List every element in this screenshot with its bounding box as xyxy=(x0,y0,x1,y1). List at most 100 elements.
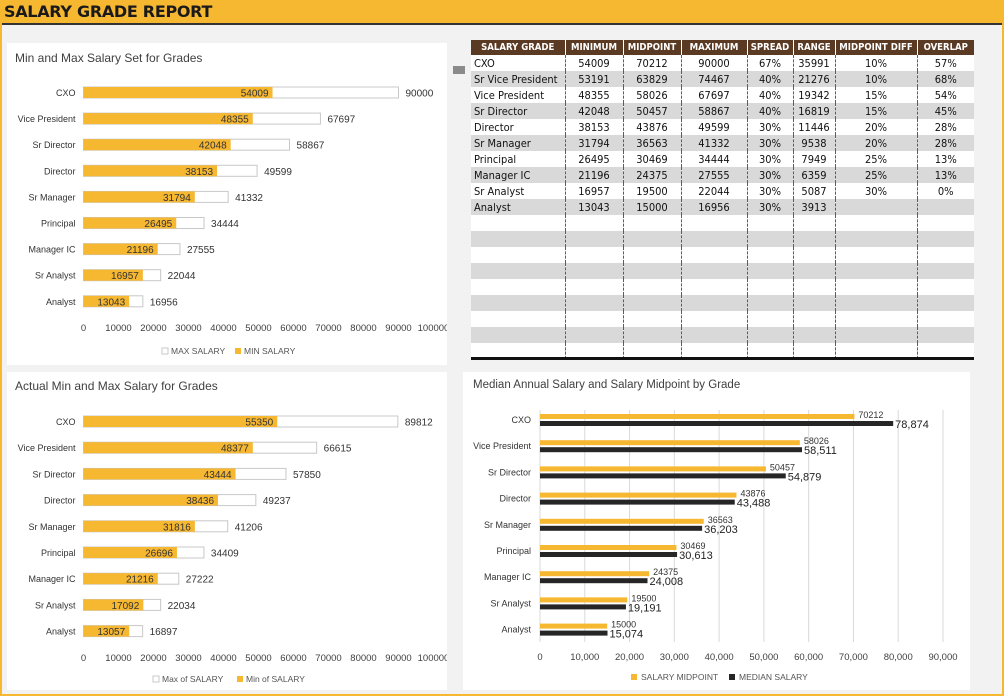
median-data-label: 78,874 xyxy=(895,419,929,431)
x-tick-label: 70,000 xyxy=(839,652,868,663)
legend-label-max: Max of SALARY xyxy=(162,674,224,684)
table-cell xyxy=(835,295,918,311)
table-row: CXO 54009 70212 90000 67% 35991 10% 57% xyxy=(471,55,974,71)
chart-title: Actual Min and Max Salary for Grades xyxy=(15,379,218,393)
table-cell: 28% xyxy=(917,135,974,151)
table-cell xyxy=(623,215,682,231)
min-data-label: 16957 xyxy=(111,271,139,282)
table-cell xyxy=(835,263,918,279)
frame-left xyxy=(0,23,2,696)
table-cell: 16957 xyxy=(565,183,624,199)
max-data-label: 57850 xyxy=(293,470,321,481)
table-column-header: MIDPOINT xyxy=(623,40,682,55)
table-cell: 67% xyxy=(747,55,794,71)
table-row: Manager IC 21196 24375 27555 30% 6359 25% 13% xyxy=(471,167,974,183)
table-cell xyxy=(471,247,566,263)
table-row: Director 38153 43876 49599 30% 11446 20% 28% xyxy=(471,119,974,135)
category-label: Vice President xyxy=(18,114,76,124)
x-tick-label: 90000 xyxy=(385,323,411,334)
x-tick-label: 0 xyxy=(81,323,86,334)
min-bar xyxy=(83,468,236,480)
category-label: Director xyxy=(44,496,76,506)
table-cell: 48355 xyxy=(565,87,624,103)
table-cell: Manager IC xyxy=(471,167,566,183)
table-cell xyxy=(747,343,794,359)
min-bar xyxy=(83,295,130,307)
median-data-label: 30,613 xyxy=(679,550,713,562)
min-bar xyxy=(83,113,253,125)
table-cell xyxy=(471,311,566,327)
min-bar xyxy=(83,416,278,427)
table-cell xyxy=(917,327,974,343)
table-row: Sr Analyst 16957 19500 22044 30% 5087 30% 0% xyxy=(471,183,974,199)
min-data-label: 48355 xyxy=(221,115,249,126)
midpoint-data-label: 50457 xyxy=(770,462,795,472)
salary-grade-table-panel: SALARY GRADE MINIMUM MIDPOINT MAXIMUM SPREAD… xyxy=(471,40,974,360)
table-cell xyxy=(917,247,974,263)
table-cell: Analyst xyxy=(471,199,566,215)
table-cell: 30% xyxy=(747,151,794,167)
table-cell: 30% xyxy=(747,183,794,199)
table-cell xyxy=(793,215,836,231)
table-cell: 74467 xyxy=(681,71,748,87)
table-empty-row xyxy=(471,343,974,359)
median-bar xyxy=(540,525,703,531)
x-tick-label: 60000 xyxy=(280,653,306,664)
midpoint-data-label: 30469 xyxy=(680,541,705,551)
x-tick-label: 0 xyxy=(537,652,542,663)
min-bar xyxy=(83,243,158,255)
table-cell xyxy=(471,263,566,279)
table-cell: 63829 xyxy=(623,71,682,87)
table-cell xyxy=(835,215,918,231)
median-bar xyxy=(540,630,608,636)
table-cell: 22044 xyxy=(681,183,748,199)
x-tick-label: 0 xyxy=(81,653,86,664)
category-label: Manager IC xyxy=(28,574,76,584)
table-cell xyxy=(623,263,682,279)
table-cell: 40% xyxy=(747,87,794,103)
table-cell xyxy=(835,343,918,359)
category-label: Sr Manager xyxy=(28,192,75,202)
min-bar xyxy=(83,165,218,177)
table-cell xyxy=(917,199,974,215)
legend-swatch-midpoint xyxy=(631,674,637,680)
max-data-label: 49237 xyxy=(263,496,291,507)
table-cell xyxy=(565,327,624,343)
category-label: Analyst xyxy=(501,625,531,635)
table-cell: 25% xyxy=(835,167,918,183)
table-cell xyxy=(681,311,748,327)
table-cell: 30% xyxy=(835,183,918,199)
table-cell: 54% xyxy=(917,87,974,103)
table-cell xyxy=(793,247,836,263)
table-cell: Sr Manager xyxy=(471,135,566,151)
salary-grade-table: SALARY GRADE MINIMUM MIDPOINT MAXIMUM SPREAD… xyxy=(471,40,974,359)
category-label: Principal xyxy=(496,546,531,556)
table-cell xyxy=(835,327,918,343)
category-label: Vice President xyxy=(18,443,76,453)
table-cell: 0% xyxy=(917,183,974,199)
table-cell: 70212 xyxy=(623,55,682,71)
table-cell xyxy=(747,263,794,279)
min-data-label: 21196 xyxy=(127,245,155,256)
table-column-header: RANGE xyxy=(793,40,836,55)
table-cell xyxy=(471,343,566,359)
table-cell: 13% xyxy=(917,151,974,167)
max-data-label: 67697 xyxy=(327,115,355,126)
table-row: Vice President 48355 58026 67697 40% 19342 15%… xyxy=(471,87,974,103)
midpoint-data-label: 58026 xyxy=(804,436,829,446)
table-cell xyxy=(623,231,682,247)
min-data-label: 13043 xyxy=(97,297,125,308)
table-column-header: MIDPOINT DIFF xyxy=(835,40,918,55)
max-data-label: 16897 xyxy=(150,627,178,638)
midpoint-bar xyxy=(540,545,677,550)
report-title: SALARY GRADE REPORT xyxy=(4,2,213,21)
median-bar xyxy=(540,604,626,610)
midpoint-bar xyxy=(540,597,628,603)
frame-bottom xyxy=(0,694,1004,696)
min-data-label: 26495 xyxy=(144,219,172,230)
x-tick-label: 50000 xyxy=(245,653,271,664)
max-data-label: 66615 xyxy=(324,444,352,455)
midpoint-bar xyxy=(540,492,737,498)
table-cell: 16819 xyxy=(793,103,836,119)
min-data-label: 31794 xyxy=(163,193,191,204)
